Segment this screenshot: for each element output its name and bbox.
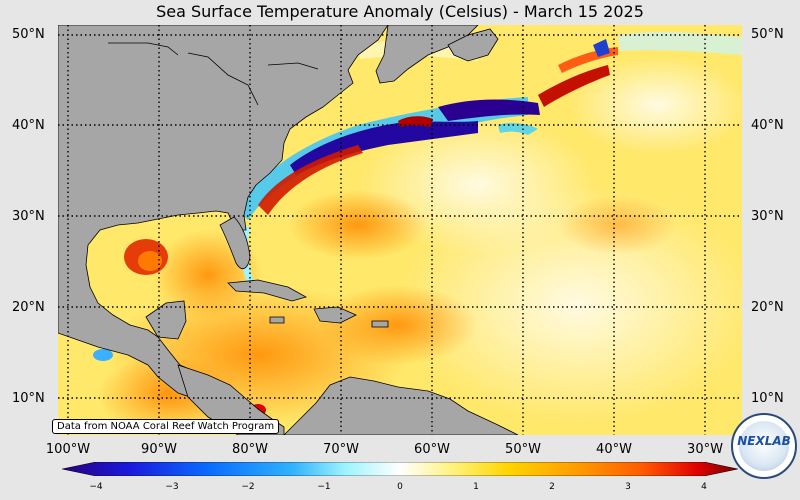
- lon-label-30w: 30°W: [687, 442, 723, 457]
- colorbar-tick: −1: [317, 482, 331, 492]
- florida-land: [219, 216, 251, 270]
- lon-label-80w: 80°W: [232, 442, 268, 457]
- colorbar-ticks: −4 −3 −2 −1 0 1 2 3 4: [0, 482, 800, 496]
- map-svg: [58, 25, 742, 435]
- lat-label-50n-right: 50°N: [751, 27, 784, 42]
- lat-label-40n-right: 40°N: [751, 118, 784, 133]
- lon-label-90w: 90°W: [141, 442, 177, 457]
- land-masses: [58, 25, 519, 435]
- colorbar-tick: 4: [701, 482, 707, 492]
- jamaica-land: [269, 316, 285, 324]
- graticule: [58, 25, 742, 435]
- colorbar-fill: [62, 462, 738, 476]
- colorbar-tick: 0: [397, 482, 403, 492]
- puerto-rico-land: [371, 320, 389, 328]
- lon-label-50w: 50°W: [505, 442, 541, 457]
- sst-anomaly-map: [58, 25, 742, 435]
- lat-label-50n-left: 50°N: [12, 27, 45, 42]
- logo-text: NEXLAB: [737, 434, 791, 448]
- lon-label-100w: 100°W: [45, 442, 91, 457]
- newfoundland-land: [447, 28, 499, 62]
- colorbar-tick: 1: [473, 482, 479, 492]
- lon-label-60w: 60°W: [414, 442, 450, 457]
- data-credit: Data from NOAA Coral Reef Watch Program: [52, 419, 280, 434]
- colorbar-tick: 3: [625, 482, 631, 492]
- lon-label-40w: 40°W: [596, 442, 632, 457]
- lat-label-30n-right: 30°N: [751, 209, 784, 224]
- colorbar-tick: −3: [165, 482, 179, 492]
- cuba-land: [227, 279, 308, 302]
- nova-scotia-land: [375, 25, 479, 84]
- colorbar-tick: −4: [89, 482, 103, 492]
- yucatan-land: [145, 300, 187, 340]
- lat-label-10n-right: 10°N: [751, 391, 784, 406]
- lat-label-20n-left: 20°N: [12, 300, 45, 315]
- nexlab-logo: NEXLAB: [731, 413, 797, 479]
- lat-label-40n-left: 40°N: [12, 118, 45, 133]
- colorbar: [62, 462, 738, 476]
- south-america-land: [283, 376, 519, 435]
- colorbar-tick: −2: [241, 482, 255, 492]
- lat-label-20n-right: 20°N: [751, 300, 784, 315]
- lon-label-70w: 70°W: [323, 442, 359, 457]
- lat-label-10n-left: 10°N: [12, 391, 45, 406]
- colorbar-tick: 2: [549, 482, 555, 492]
- logo-globe-icon: [739, 421, 789, 471]
- great-lakes-detail: [108, 42, 319, 106]
- lat-label-30n-left: 30°N: [12, 209, 45, 224]
- map-title: Sea Surface Temperature Anomaly (Celsius…: [156, 2, 644, 21]
